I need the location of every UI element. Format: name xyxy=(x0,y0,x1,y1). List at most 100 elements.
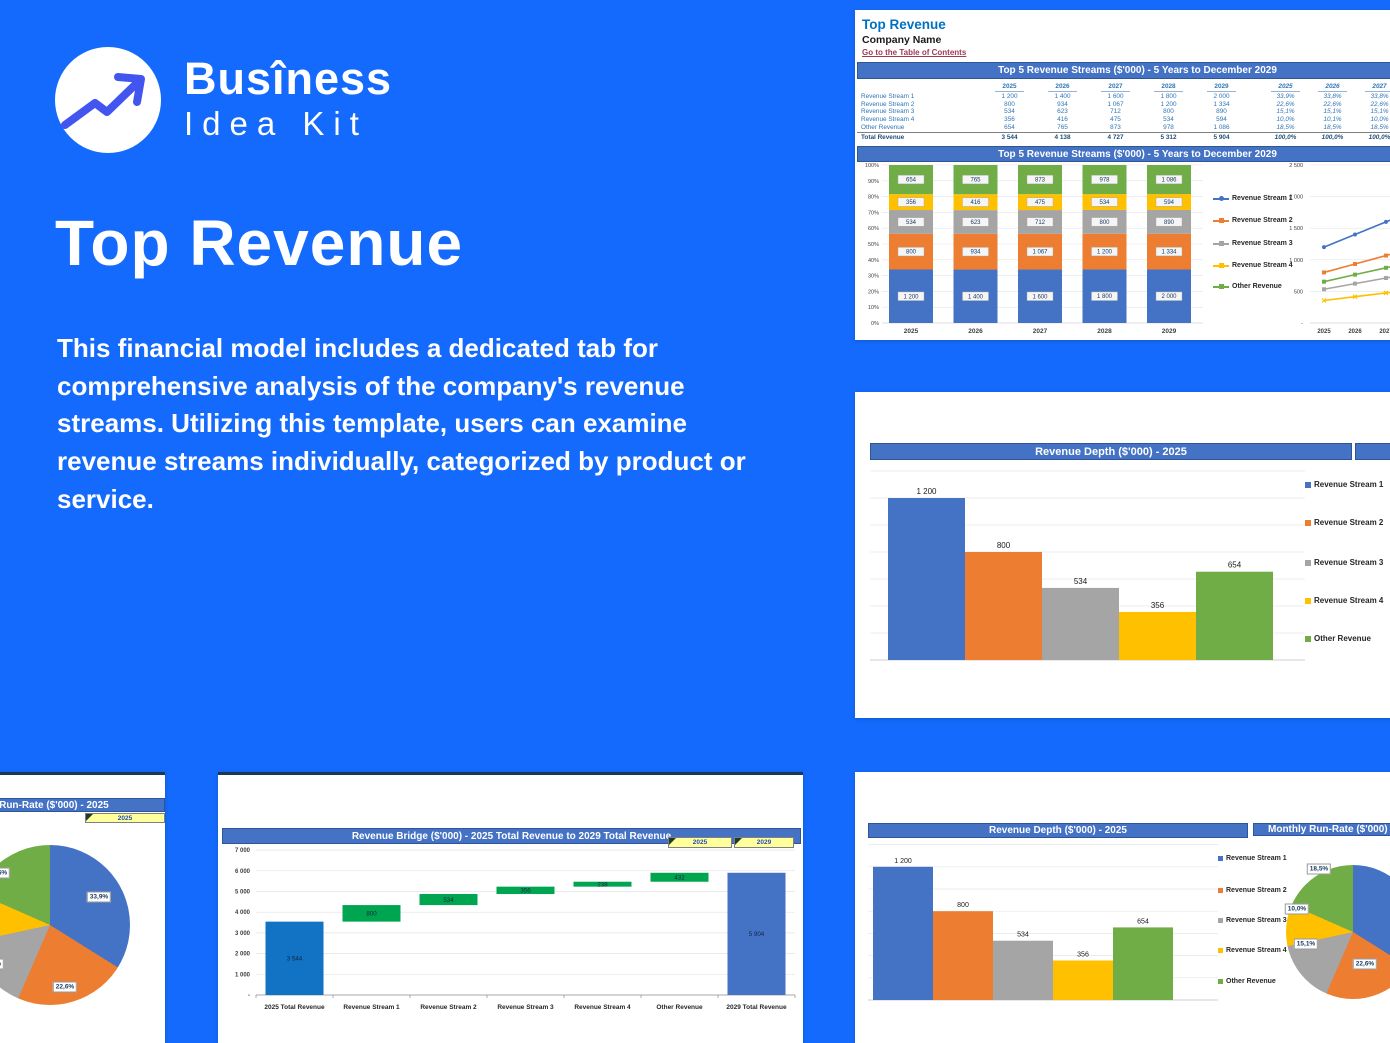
revenue-depth-chart: 1 200 800 534 356 654 xyxy=(870,470,1305,661)
cell-percent: 10,1% xyxy=(1323,116,1342,124)
legend-marker-icon xyxy=(1218,888,1223,893)
legend-item: Revenue Stream 4 xyxy=(1213,262,1293,269)
data-label-chip xyxy=(1155,291,1183,301)
cell-percent: 10,0% xyxy=(1370,116,1389,124)
data-label: 654 xyxy=(1137,918,1149,925)
legend-item: Revenue Stream 3 xyxy=(1213,240,1293,247)
waterfall-bar xyxy=(573,881,632,887)
row-label: Revenue Stream 1 xyxy=(861,93,915,101)
axis-label: 1 600 xyxy=(1032,294,1048,300)
data-label: 238 xyxy=(597,881,608,888)
data-label: 800 xyxy=(957,902,969,909)
row-label: Revenue Stream 3 xyxy=(861,108,915,116)
axis-label: 978 xyxy=(1099,178,1110,184)
legend-marker-icon xyxy=(1305,519,1311,526)
revenue-depth-legend: Revenue Stream 1 Revenue Stream 2 Revenue … xyxy=(1305,462,1390,652)
category-label: 2029 Total Revenue xyxy=(726,1004,787,1011)
runrate-pie-panel: Monthly Run-Rate ($'000) - 2025 2025 33,… xyxy=(0,772,165,1043)
axis-label: 30% xyxy=(868,274,879,280)
legend-marker-icon xyxy=(1213,263,1229,268)
data-label-chip xyxy=(897,175,925,185)
waterfall-bar xyxy=(342,905,401,922)
data-label: 800 xyxy=(366,911,377,918)
axis-label: 7 000 xyxy=(235,848,251,854)
cell-value: 800 xyxy=(1004,100,1015,108)
data-point xyxy=(1353,261,1357,266)
brand-line2: Idea Kit xyxy=(184,105,368,142)
axis-label: 80% xyxy=(868,195,879,201)
table-row: Revenue Stream 3 534 623 712 800 890 15,1% 15,1… xyxy=(857,108,1390,116)
cell-value: 3 544 xyxy=(1001,134,1018,142)
cell-value: 1 200 xyxy=(1160,100,1177,108)
cell-value: 356 xyxy=(1004,116,1015,124)
data-label-chip xyxy=(1091,247,1118,257)
revenue-depth-header: Revenue Depth ($'000) - 2025 xyxy=(870,443,1352,460)
legend-item: Revenue Stream 2 xyxy=(1218,887,1287,894)
revenue-depth-panel: Revenue Depth ($'000) - 2025 1 200 800 534… xyxy=(855,392,1390,718)
axis-label: 623 xyxy=(970,220,981,226)
sheet-company-name: Company Name xyxy=(862,34,942,46)
data-label: 432 xyxy=(674,874,685,881)
runrate-pie-chart xyxy=(0,845,130,1005)
cell-value: 475 xyxy=(1110,116,1121,124)
axis-label: 1 200 xyxy=(903,294,919,300)
cell-value: 534 xyxy=(1004,108,1015,116)
axis-label: 356 xyxy=(906,200,917,206)
axis-label: 1 000 xyxy=(235,972,251,978)
cell-value: 5 904 xyxy=(1213,134,1230,142)
axis-label: 1 067 xyxy=(1032,250,1048,256)
cell-value: 1 067 xyxy=(1107,100,1124,108)
data-label-chip xyxy=(1091,175,1118,185)
cell-percent: 100,0% xyxy=(1274,134,1297,142)
pie-slice-label: 10,0% xyxy=(1284,903,1310,915)
legend-marker-icon xyxy=(1305,559,1311,566)
runrate-small-header-text: Monthly Run-Rate ($'000) - 2025 xyxy=(1268,824,1390,835)
data-point xyxy=(1322,245,1326,250)
axis-label: 2 000 xyxy=(235,952,251,958)
runrate-year-dropdown[interactable]: 2025 xyxy=(85,813,165,823)
adjacent-header-stub xyxy=(1355,443,1390,460)
legend-item: Revenue Stream 1 xyxy=(1218,855,1287,862)
row-label: Revenue Stream 2 xyxy=(861,100,915,108)
data-point xyxy=(1321,298,1327,303)
cell-value: 1 086 xyxy=(1213,123,1230,131)
legend-label: Revenue Stream 3 xyxy=(1314,558,1384,567)
bridge-year-to-dropdown[interactable]: 2029 xyxy=(734,837,794,848)
category-label: Revenue Stream 2 xyxy=(420,1004,477,1011)
axis-label: 800 xyxy=(906,250,917,256)
legend-label: Other Revenue xyxy=(1314,634,1371,643)
category-label: 2025 Total Revenue xyxy=(264,1004,325,1011)
axis-label: 0% xyxy=(871,321,879,327)
cell-percent: 10,0% xyxy=(1276,116,1295,124)
legend-item: Revenue Stream 4 xyxy=(1305,596,1383,605)
depth-small-header: Revenue Depth ($'000) - 2025 xyxy=(868,823,1248,838)
cell-value: 873 xyxy=(1110,123,1121,131)
data-label-chip xyxy=(1091,197,1118,207)
legend-label: Revenue Stream 4 xyxy=(1232,262,1293,269)
brand-logo xyxy=(55,47,161,153)
bar xyxy=(1042,587,1119,660)
cell-percent: 2026 xyxy=(1309,83,1356,92)
table-of-contents-link[interactable]: Go to the Table of Contents xyxy=(862,48,967,57)
waterfall-bar xyxy=(650,872,709,882)
pie-slice-label: 33,9% xyxy=(86,891,112,903)
data-label-chip xyxy=(897,247,925,257)
bridge-year-from-dropdown[interactable]: 2025 xyxy=(668,837,732,848)
data-point xyxy=(1322,270,1326,275)
revenue-table: 202520262027202820292025202620272028Reve… xyxy=(857,80,1390,142)
cell-percent: 100,0% xyxy=(1321,134,1344,142)
cell-value: 4 727 xyxy=(1107,134,1124,142)
data-label: 3 544 xyxy=(287,956,303,963)
row-label: Revenue Stream 4 xyxy=(861,116,915,124)
data-label-chip xyxy=(962,175,989,185)
data-label-chip xyxy=(897,217,925,227)
axis-label: 534 xyxy=(1099,200,1110,206)
axis-label: 1 800 xyxy=(1097,294,1113,300)
pie-slice-label: 22,6% xyxy=(52,981,78,993)
data-label-chip xyxy=(1155,217,1183,227)
axis-label: 2 000 xyxy=(1289,195,1303,201)
depth-and-runrate-panel: Revenue Depth ($'000) - 2025 Monthly Run… xyxy=(855,772,1390,1043)
legend-label: Revenue Stream 2 xyxy=(1314,518,1384,527)
cell-percent: 15,1% xyxy=(1276,108,1295,116)
axis-label: 934 xyxy=(970,250,981,256)
